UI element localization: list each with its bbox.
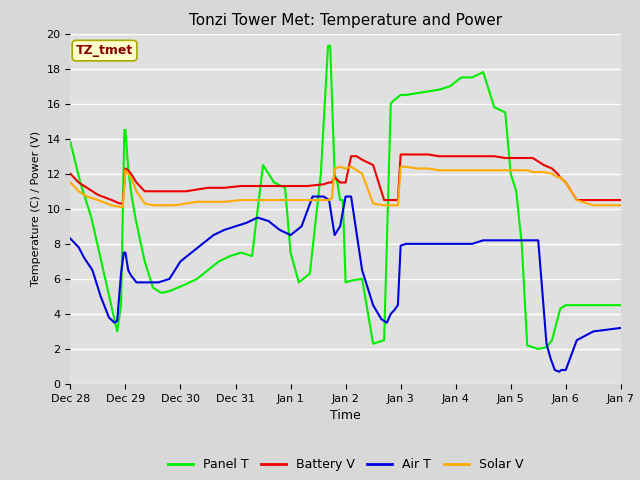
Text: TZ_tmet: TZ_tmet bbox=[76, 44, 133, 57]
Solar V bbox=[253, 197, 261, 203]
Air T bbox=[383, 320, 390, 325]
Line: Air T: Air T bbox=[70, 196, 621, 372]
Panel T bbox=[67, 139, 74, 145]
Panel T bbox=[606, 302, 614, 308]
Air T bbox=[589, 328, 597, 334]
Battery V bbox=[617, 197, 625, 203]
Air T bbox=[490, 238, 498, 243]
Solar V bbox=[358, 171, 366, 177]
Air T bbox=[556, 369, 563, 374]
Solar V bbox=[116, 204, 124, 210]
Solar V bbox=[221, 199, 228, 204]
Panel T bbox=[617, 302, 625, 308]
Battery V bbox=[589, 197, 597, 203]
Air T bbox=[105, 314, 113, 320]
Battery V bbox=[253, 183, 261, 189]
Air T bbox=[617, 325, 625, 331]
Air T bbox=[124, 267, 132, 273]
Battery V bbox=[342, 180, 349, 185]
Line: Solar V: Solar V bbox=[70, 167, 621, 207]
Solar V bbox=[348, 164, 355, 169]
Battery V bbox=[397, 152, 404, 157]
Panel T bbox=[120, 127, 128, 133]
Solar V bbox=[589, 203, 597, 208]
Solar V bbox=[336, 164, 344, 169]
Battery V bbox=[67, 171, 74, 177]
Y-axis label: Temperature (C) / Power (V): Temperature (C) / Power (V) bbox=[31, 131, 41, 287]
Panel T bbox=[141, 258, 148, 264]
Line: Panel T: Panel T bbox=[70, 46, 621, 349]
Solar V bbox=[67, 180, 74, 185]
Panel T bbox=[534, 346, 542, 352]
Legend: Panel T, Battery V, Air T, Solar V: Panel T, Battery V, Air T, Solar V bbox=[163, 453, 528, 476]
X-axis label: Time: Time bbox=[330, 409, 361, 422]
Air T bbox=[132, 279, 140, 285]
Battery V bbox=[221, 185, 228, 191]
Battery V bbox=[353, 154, 360, 159]
Air T bbox=[308, 193, 316, 199]
Panel T bbox=[490, 104, 498, 110]
Solar V bbox=[617, 203, 625, 208]
Panel T bbox=[324, 43, 332, 49]
Air T bbox=[67, 236, 74, 241]
Solar V bbox=[458, 168, 465, 173]
Battery V bbox=[116, 201, 124, 206]
Panel T bbox=[157, 290, 165, 296]
Title: Tonzi Tower Met: Temperature and Power: Tonzi Tower Met: Temperature and Power bbox=[189, 13, 502, 28]
Panel T bbox=[380, 337, 388, 343]
Line: Battery V: Battery V bbox=[70, 155, 621, 204]
Battery V bbox=[458, 154, 465, 159]
